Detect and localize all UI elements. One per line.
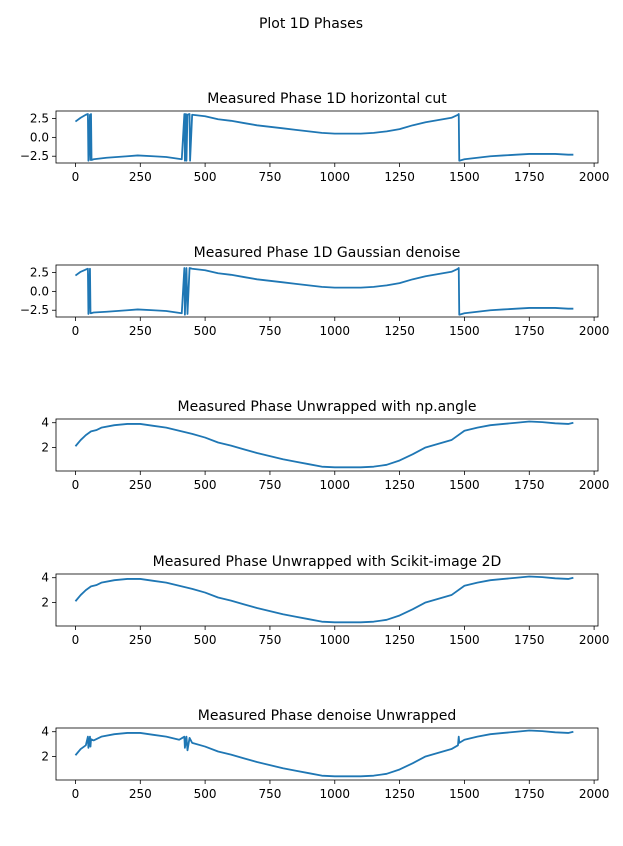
- x-tick-label: 1250: [384, 787, 415, 801]
- x-tick-label: 250: [129, 324, 152, 338]
- y-tick-label: −2.5: [20, 149, 49, 163]
- x-tick-label: 1750: [514, 787, 545, 801]
- y-tick-label: 4: [41, 571, 49, 585]
- x-tick-label: 250: [129, 633, 152, 647]
- series-line: [74, 267, 574, 316]
- subplot-title: Measured Phase Unwrapped with np.angle: [178, 399, 477, 415]
- x-tick-label: 1000: [320, 478, 351, 492]
- x-tick-label: 1750: [514, 633, 545, 647]
- axes-frame: [55, 418, 599, 472]
- x-tick-label: 1000: [320, 787, 351, 801]
- y-tick-label: 2: [41, 440, 49, 454]
- y-tick-label: 2: [41, 595, 49, 609]
- subplot-5: Measured Phase denoise Unwrapped 0 250 500 7…: [41, 708, 609, 801]
- x-tick-label: 0: [72, 633, 80, 647]
- x-tick-label: 1750: [514, 170, 545, 184]
- subplot-4: Measured Phase Unwrapped with Scikit-ima…: [41, 554, 609, 647]
- x-tick-label: 250: [129, 170, 152, 184]
- subplot-3: Measured Phase Unwrapped with np.angle 0 2…: [41, 399, 609, 492]
- x-tick-label: 750: [258, 633, 281, 647]
- y-tick-label: 4: [41, 725, 49, 739]
- x-tick-label: 250: [129, 478, 152, 492]
- x-tick-label: 750: [258, 787, 281, 801]
- subplot-title: Measured Phase denoise Unwrapped: [198, 708, 456, 724]
- y-tick-label: 2.5: [30, 266, 49, 280]
- x-tick-label: 500: [194, 324, 217, 338]
- x-tick-label: 1500: [449, 787, 480, 801]
- series-line: [74, 575, 574, 624]
- x-tick-label: 500: [194, 170, 217, 184]
- subplot-title: Measured Phase Unwrapped with Scikit-ima…: [153, 554, 502, 570]
- x-tick-label: 500: [194, 787, 217, 801]
- series-line: [74, 729, 574, 778]
- axes-frame: [55, 573, 599, 627]
- subplot-2: Measured Phase 1D Gaussian denoise 0 250 50…: [20, 245, 610, 338]
- x-tick-label: 1500: [449, 170, 480, 184]
- axes-frame: [55, 727, 599, 781]
- y-tick-label: 0.0: [30, 130, 49, 144]
- figure-title: Plot 1D Phases: [259, 16, 363, 32]
- subplot-title: Measured Phase 1D Gaussian denoise: [194, 245, 461, 261]
- series-line: [74, 420, 574, 469]
- subplot-title: Measured Phase 1D horizontal cut: [207, 91, 447, 107]
- x-tick-label: 2000: [579, 478, 610, 492]
- x-tick-label: 750: [258, 170, 281, 184]
- x-tick-label: 1250: [384, 170, 415, 184]
- y-tick-label: 2: [41, 749, 49, 763]
- x-tick-label: 1250: [384, 324, 415, 338]
- x-tick-label: 1500: [449, 324, 480, 338]
- x-tick-label: 1250: [384, 478, 415, 492]
- y-tick-label: −2.5: [20, 303, 49, 317]
- x-tick-label: 1500: [449, 633, 480, 647]
- x-tick-label: 0: [72, 787, 80, 801]
- y-tick-label: 4: [41, 416, 49, 430]
- x-tick-label: 2000: [579, 787, 610, 801]
- x-tick-label: 1500: [449, 478, 480, 492]
- x-tick-label: 1750: [514, 478, 545, 492]
- x-tick-label: 1000: [320, 324, 351, 338]
- series-line: [74, 113, 574, 162]
- x-tick-label: 0: [72, 478, 80, 492]
- x-tick-label: 1000: [320, 170, 351, 184]
- subplot-1: Measured Phase 1D horizontal cut 0 250 500 7…: [20, 91, 610, 184]
- x-tick-label: 2000: [579, 170, 610, 184]
- x-tick-label: 500: [194, 633, 217, 647]
- x-tick-label: 0: [72, 324, 80, 338]
- x-tick-label: 1000: [320, 633, 351, 647]
- x-tick-label: 1750: [514, 324, 545, 338]
- x-tick-label: 750: [258, 478, 281, 492]
- x-tick-label: 0: [72, 170, 80, 184]
- x-tick-label: 250: [129, 787, 152, 801]
- y-tick-label: 0.0: [30, 284, 49, 298]
- x-tick-label: 2000: [579, 633, 610, 647]
- x-tick-label: 2000: [579, 324, 610, 338]
- x-tick-label: 750: [258, 324, 281, 338]
- y-tick-label: 2.5: [30, 112, 49, 126]
- x-tick-label: 1250: [384, 633, 415, 647]
- subplots: Measured Phase 1D horizontal cut 0 250 500 7…: [20, 91, 610, 801]
- x-tick-label: 500: [194, 478, 217, 492]
